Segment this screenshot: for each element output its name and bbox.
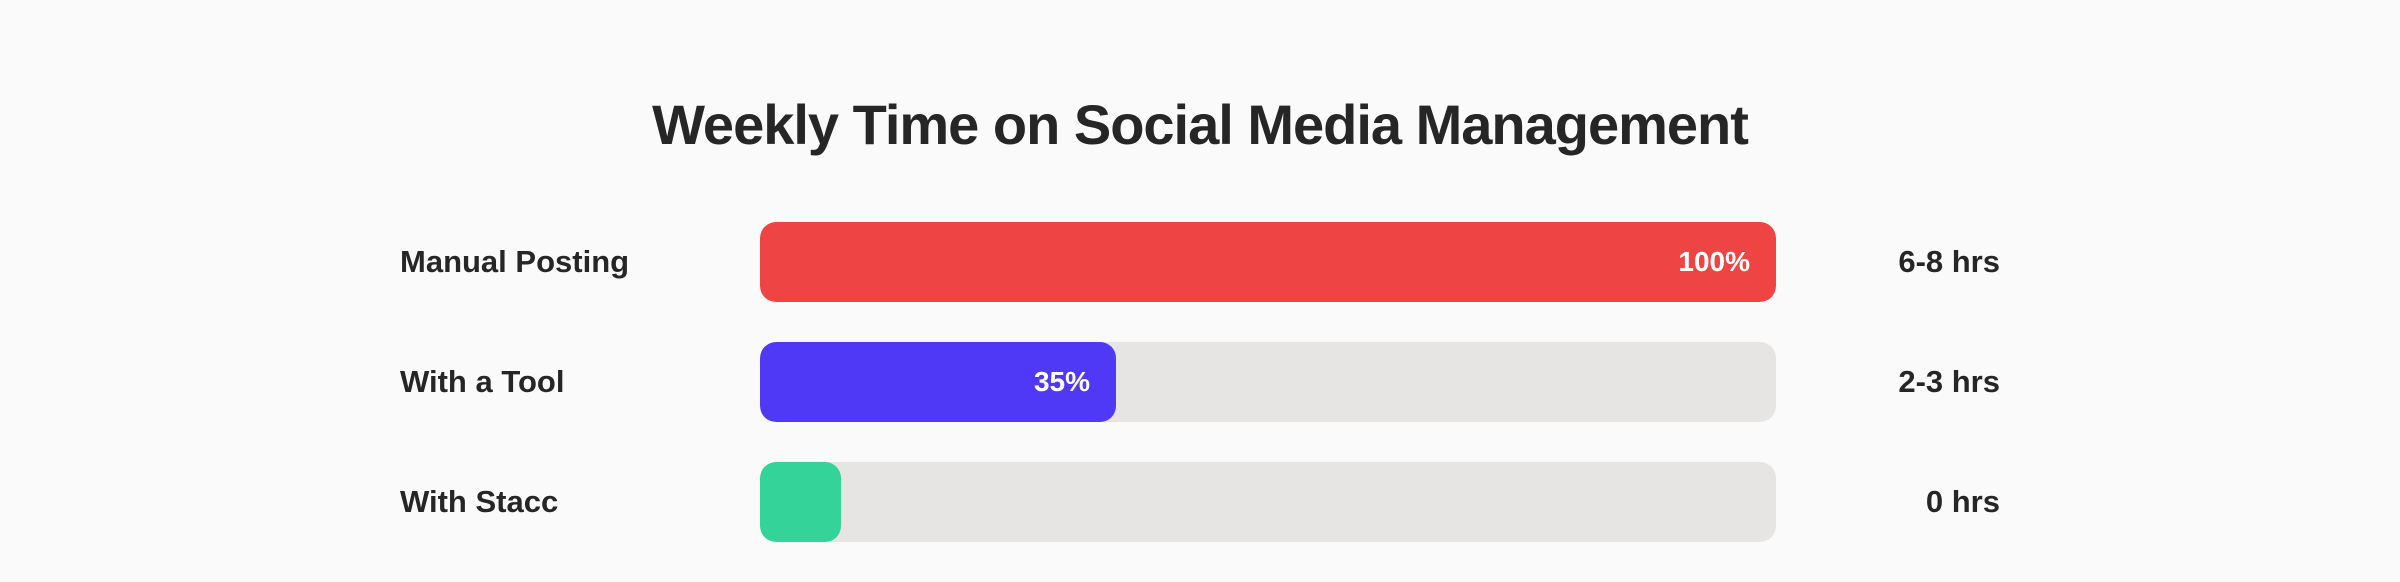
hours-label: 2-3 hrs bbox=[1898, 364, 2000, 399]
bar bbox=[760, 462, 841, 542]
bar bbox=[760, 342, 1116, 422]
category-label: With Stacc bbox=[400, 484, 559, 519]
bar bbox=[760, 222, 1776, 302]
category-label: Manual Posting bbox=[400, 244, 630, 279]
chart-title: Weekly Time on Social Media Management bbox=[652, 93, 1749, 156]
bar-track: 35% bbox=[760, 342, 1776, 422]
bar-value-label: 100% bbox=[1678, 246, 1750, 277]
bar-row-with-a-tool: With a Tool 35% 2-3 hrs bbox=[0, 342, 2400, 422]
bar-value-label bbox=[760, 462, 815, 542]
bar-track bbox=[760, 462, 1776, 542]
hours-label: 0 hrs bbox=[1925, 484, 2000, 519]
hours-label: 6-8 hrs bbox=[1898, 244, 2000, 279]
category-label: With a Tool bbox=[400, 364, 565, 399]
bar-row-with-stacc: With Stacc 0 hrs bbox=[0, 462, 2400, 542]
bar-track: 100% bbox=[760, 222, 1776, 302]
bar-row-manual-posting: Manual Posting 100% 6-8 hrs bbox=[0, 222, 2400, 302]
bar-value-label: 35% bbox=[1033, 366, 1090, 397]
